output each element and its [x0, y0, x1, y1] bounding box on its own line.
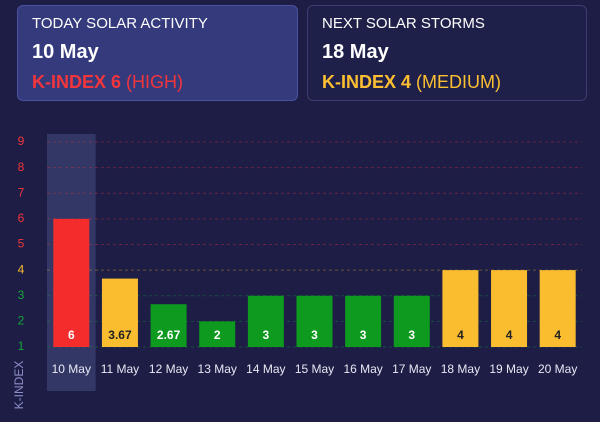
x-tick-label: 16 May [343, 362, 382, 376]
value-label: 3 [263, 328, 270, 342]
value-label: 3 [311, 328, 318, 342]
y-tick-label: 5 [18, 237, 25, 251]
x-tick-label: 13 May [198, 362, 237, 376]
y-tick-label: 2 [18, 314, 25, 328]
card: NEXT SOLAR STORMS 18 May K-INDEX 4 (MEDI… [307, 5, 587, 101]
card-date: 18 May [322, 41, 389, 63]
k-index: K-INDEX 6 [32, 72, 122, 92]
value-label: 4 [554, 328, 561, 342]
y-tick-label: 1 [18, 339, 25, 353]
bar [247, 295, 284, 347]
bar [101, 278, 138, 347]
y-tick-label: 4 [18, 262, 25, 276]
value-label: 3 [360, 328, 367, 342]
k-index: K-INDEX 4 [322, 72, 412, 92]
value-label: 3.67 [108, 328, 132, 342]
bar [442, 270, 479, 347]
card-title: TODAY SOLAR ACTIVITY [32, 15, 208, 32]
value-label: 2 [214, 328, 221, 342]
bar [199, 321, 236, 347]
bar [53, 218, 90, 347]
y-tick-label: 6 [18, 211, 25, 225]
card: TODAY SOLAR ACTIVITY 10 May K-INDEX 6 (H… [17, 5, 298, 101]
value-label: 6 [68, 328, 75, 342]
k-level: (HIGH) [126, 72, 184, 92]
bar [491, 270, 528, 347]
value-label: 4 [457, 328, 464, 342]
y-tick-label: 8 [18, 160, 25, 174]
card-index: K-INDEX 4 (MEDIUM) [322, 72, 572, 93]
value-label: 4 [506, 328, 513, 342]
bar [296, 295, 333, 347]
x-tick-label: 14 May [246, 362, 285, 376]
x-tick-label: 20 May [538, 362, 577, 376]
bar [393, 295, 430, 347]
k-level: (MEDIUM) [416, 72, 502, 92]
y-tick-label: 3 [18, 288, 25, 302]
card-index: K-INDEX 6 (HIGH) [32, 72, 283, 93]
y-tick-label: 9 [18, 134, 25, 148]
y-axis-title: K-INDEX [12, 361, 26, 410]
bar [539, 270, 576, 347]
x-tick-label: 17 May [392, 362, 431, 376]
x-tick-label: 11 May [101, 362, 139, 376]
x-tick-label: 12 May [149, 362, 188, 376]
bar [150, 304, 187, 347]
x-tick-label: 15 May [295, 362, 334, 376]
card-date: 10 May [32, 41, 99, 63]
bar [345, 295, 382, 347]
x-tick-label: 18 May [441, 362, 480, 376]
value-label: 3 [408, 328, 415, 342]
x-tick-label: 19 May [489, 362, 528, 376]
value-label: 2.67 [157, 328, 181, 342]
card-title: NEXT SOLAR STORMS [322, 15, 485, 32]
x-tick-label: 10 May [52, 362, 91, 376]
y-tick-label: 7 [18, 185, 25, 199]
